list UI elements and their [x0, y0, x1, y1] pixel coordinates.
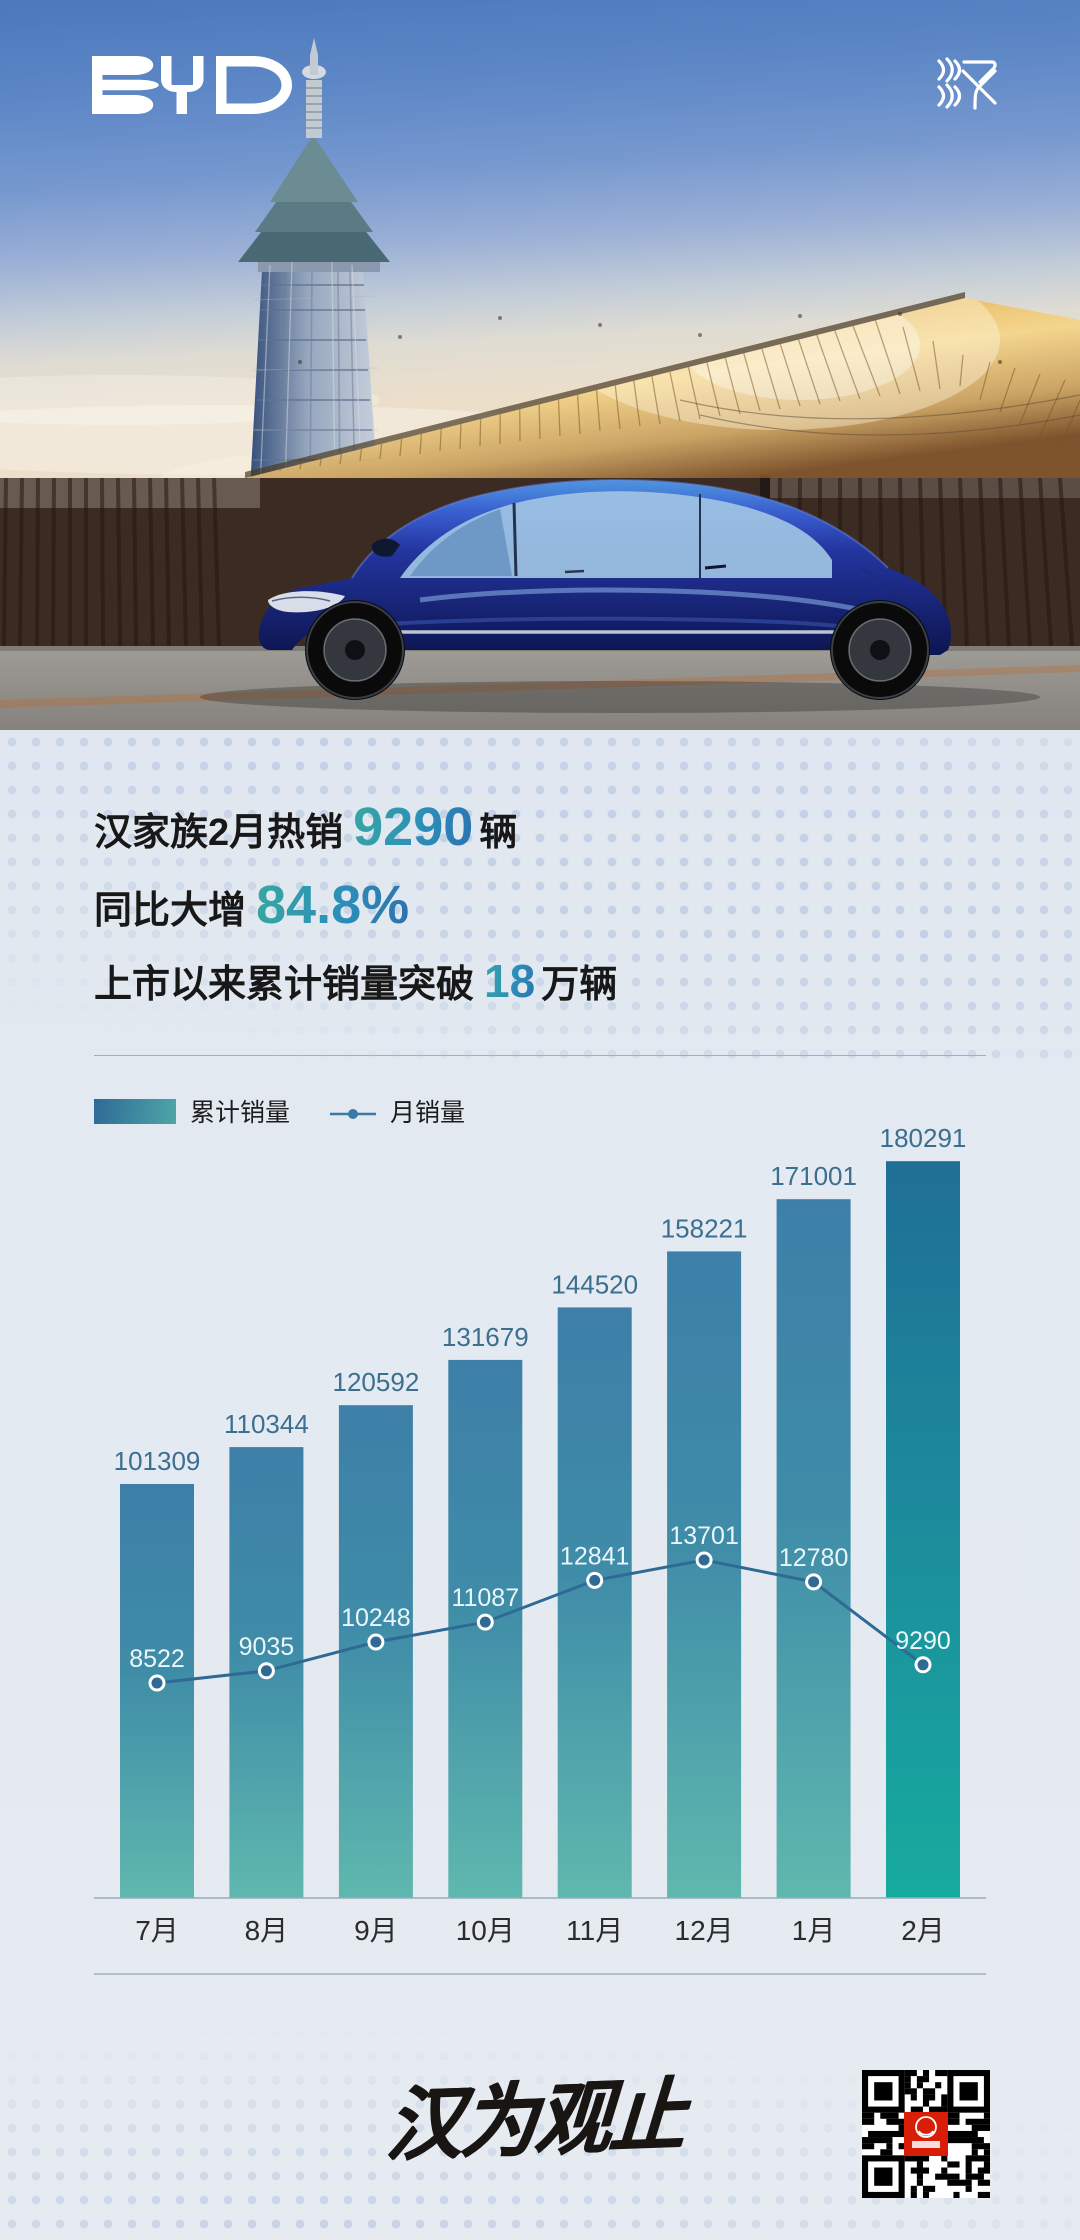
svg-text:8522: 8522: [129, 1645, 185, 1673]
svg-text:144520: 144520: [551, 1269, 638, 1299]
svg-text:101309: 101309: [114, 1446, 201, 1476]
svg-text:7月: 7月: [135, 1915, 179, 1946]
svg-text:2月: 2月: [901, 1915, 945, 1946]
svg-text:11087: 11087: [451, 1584, 519, 1612]
svg-text:131679: 131679: [442, 1322, 529, 1352]
svg-text:1月: 1月: [792, 1915, 836, 1946]
svg-text:12月: 12月: [675, 1915, 734, 1946]
svg-text:10248: 10248: [341, 1604, 411, 1632]
svg-text:171001: 171001: [770, 1161, 857, 1191]
svg-text:11月: 11月: [566, 1915, 623, 1946]
svg-text:158221: 158221: [661, 1213, 748, 1243]
svg-text:10月: 10月: [456, 1915, 515, 1946]
svg-text:13701: 13701: [669, 1522, 739, 1550]
svg-text:110344: 110344: [224, 1409, 309, 1439]
svg-text:120592: 120592: [333, 1367, 420, 1397]
svg-text:9月: 9月: [354, 1915, 398, 1946]
svg-text:12841: 12841: [560, 1542, 630, 1570]
svg-text:9290: 9290: [895, 1627, 951, 1655]
svg-text:8月: 8月: [245, 1915, 289, 1946]
svg-text:9035: 9035: [239, 1633, 295, 1661]
svg-text:12780: 12780: [779, 1544, 849, 1572]
